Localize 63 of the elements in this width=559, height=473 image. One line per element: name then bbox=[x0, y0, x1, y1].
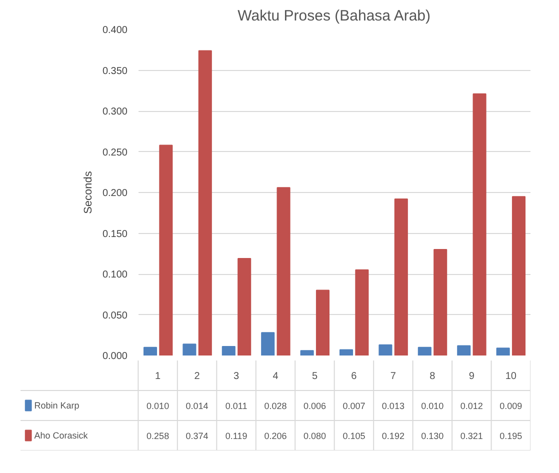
x-tick-label: 10 bbox=[505, 371, 517, 382]
x-tick-label: 1 bbox=[155, 371, 162, 382]
legend-label: Robin Karp bbox=[34, 400, 80, 410]
data-label: 0.119 bbox=[225, 431, 248, 441]
x-tick-label: 7 bbox=[390, 371, 396, 382]
y-tick-label: 0.400 bbox=[102, 25, 128, 36]
data-label: 0.006 bbox=[303, 401, 326, 411]
data-label: 0.010 bbox=[146, 401, 170, 411]
x-tick-label: 8 bbox=[430, 371, 436, 382]
x-tick-label: 6 bbox=[351, 371, 358, 382]
data-label: 0.012 bbox=[460, 401, 483, 411]
data-label: 0.009 bbox=[500, 401, 522, 411]
bar bbox=[339, 349, 354, 356]
y-tick-label: 0.000 bbox=[102, 351, 128, 362]
bar bbox=[457, 345, 471, 356]
bar bbox=[159, 144, 173, 356]
data-label: 0.130 bbox=[421, 431, 444, 441]
y-tick-label: 0.200 bbox=[102, 188, 128, 199]
x-tick-label: 2 bbox=[194, 371, 200, 382]
y-tick-label: 0.100 bbox=[102, 270, 128, 280]
data-label: 0.321 bbox=[460, 431, 483, 441]
y-tick-label: 0.300 bbox=[102, 106, 128, 118]
data-label: 0.007 bbox=[342, 401, 366, 411]
bar bbox=[378, 344, 392, 356]
data-label: 0.374 bbox=[186, 431, 208, 441]
data-label: 0.206 bbox=[264, 431, 287, 441]
bar bbox=[496, 348, 510, 356]
bar bbox=[222, 346, 236, 356]
y-tick-label: 0.050 bbox=[102, 310, 128, 322]
bar bbox=[198, 50, 212, 356]
data-label: 0.013 bbox=[382, 401, 404, 411]
data-label: 0.195 bbox=[500, 431, 522, 441]
bar bbox=[238, 258, 252, 356]
y-tick-label: 0.250 bbox=[102, 147, 128, 158]
x-tick-label: 3 bbox=[233, 371, 240, 382]
bar bbox=[276, 187, 290, 356]
legend-label: Aho Corasick bbox=[34, 430, 88, 440]
bar bbox=[316, 290, 330, 356]
chart-title: Waktu Proses (Bahasa Arab) bbox=[238, 8, 431, 24]
data-label: 0.080 bbox=[303, 431, 326, 441]
data-label: 0.014 bbox=[186, 401, 208, 411]
y-tick-label: 0.150 bbox=[102, 228, 128, 240]
data-label: 0.258 bbox=[146, 431, 170, 441]
bar bbox=[300, 350, 314, 356]
data-label: 0.028 bbox=[264, 401, 287, 411]
data-label: 0.192 bbox=[382, 431, 404, 441]
bar bbox=[472, 93, 486, 356]
bar bbox=[355, 269, 369, 356]
y-tick-label: 0.350 bbox=[102, 66, 128, 77]
bar bbox=[143, 346, 158, 356]
bar bbox=[261, 332, 275, 356]
bar bbox=[512, 196, 526, 356]
bar bbox=[418, 346, 432, 356]
y-axis-title: Seconds bbox=[82, 170, 94, 214]
bar bbox=[182, 344, 196, 356]
x-tick-label: 4 bbox=[272, 371, 279, 382]
x-tick-label: 5 bbox=[312, 371, 318, 382]
bar bbox=[434, 249, 448, 356]
x-tick-label: 9 bbox=[468, 371, 475, 382]
data-label: 0.011 bbox=[225, 401, 248, 411]
data-label: 0.010 bbox=[421, 401, 444, 411]
bar bbox=[394, 198, 408, 356]
data-label: 0.105 bbox=[342, 431, 366, 441]
